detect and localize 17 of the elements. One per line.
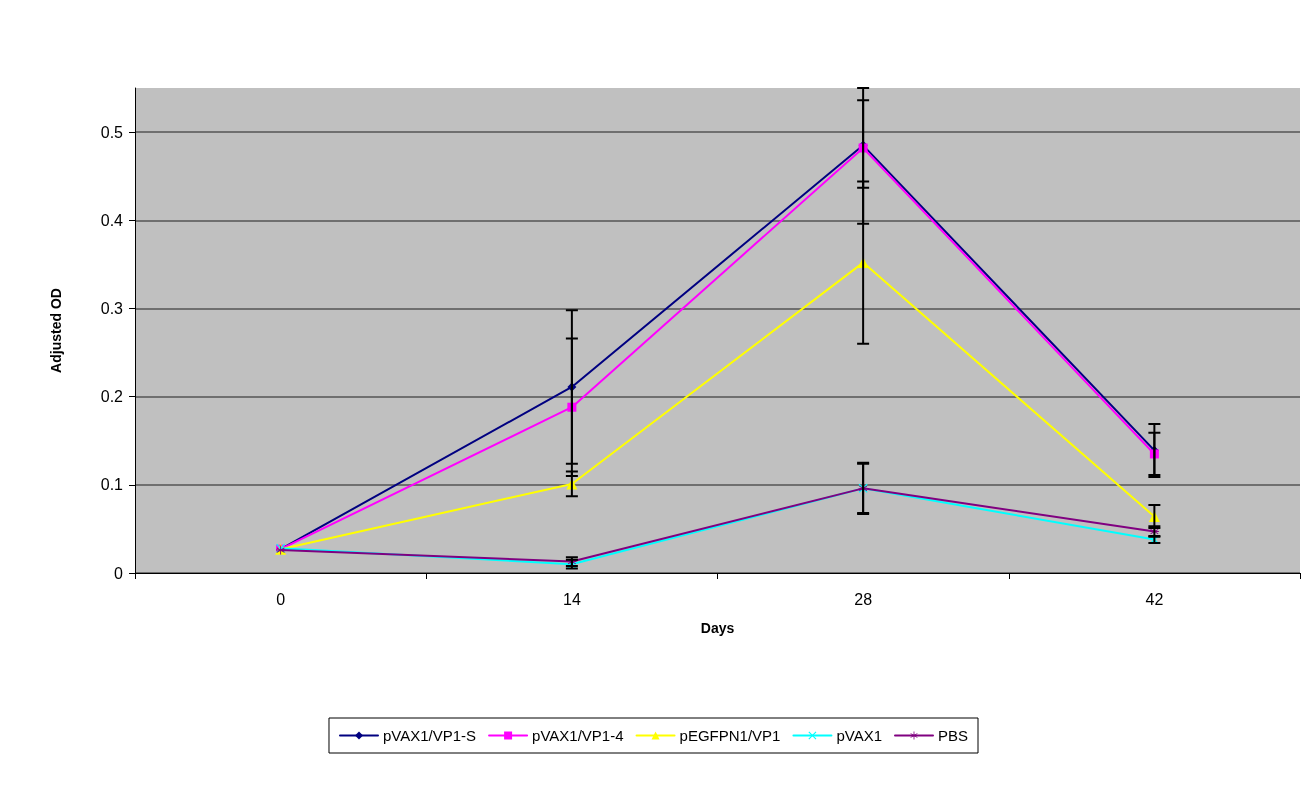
legend-label: pVAX1/VP1-4 [532, 727, 624, 744]
x-tick-label: 0 [276, 590, 286, 608]
x-tick-label: 42 [1145, 590, 1164, 608]
legend-label: pVAX1 [836, 727, 883, 744]
x-axis-title: Days [700, 620, 735, 636]
y-tick-label: 0.3 [100, 299, 124, 317]
y-axis-title: Adjusted OD [48, 288, 64, 373]
y-tick-label: 0.1 [100, 476, 124, 494]
y-tick-label: 0.2 [100, 388, 124, 406]
x-tick-label: 28 [854, 590, 873, 608]
legend-label: pEGFPN1/VP1 [679, 727, 781, 744]
x-tick-label: 14 [562, 590, 581, 608]
y-tick-label: 0.4 [100, 211, 124, 229]
legend-label: PBS [938, 727, 969, 744]
legend-label: pVAX1/VP1-S [382, 727, 477, 744]
y-tick-label: 0.5 [100, 123, 124, 141]
y-tick-label: 0 [114, 564, 124, 582]
